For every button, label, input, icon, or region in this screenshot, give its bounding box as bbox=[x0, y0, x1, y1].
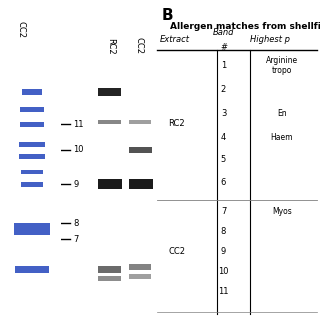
Text: 11: 11 bbox=[73, 120, 84, 129]
Bar bbox=[14, 223, 50, 236]
Text: 7: 7 bbox=[73, 235, 79, 244]
Bar bbox=[129, 179, 153, 189]
Text: CC2: CC2 bbox=[135, 37, 144, 54]
Bar bbox=[20, 107, 44, 112]
Text: 9: 9 bbox=[221, 247, 226, 256]
Text: 5: 5 bbox=[221, 156, 226, 164]
Bar bbox=[21, 170, 43, 173]
Text: B: B bbox=[162, 8, 173, 23]
Text: Highest p: Highest p bbox=[250, 36, 290, 44]
Bar bbox=[98, 88, 121, 96]
Text: 2: 2 bbox=[221, 85, 226, 94]
Text: Allergen matches from shellfis: Allergen matches from shellfis bbox=[170, 22, 320, 31]
Text: 7: 7 bbox=[221, 207, 226, 216]
Text: Band: Band bbox=[213, 28, 234, 37]
Text: Arginine
tropo: Arginine tropo bbox=[266, 56, 298, 75]
Bar bbox=[98, 266, 121, 273]
Text: RC2: RC2 bbox=[169, 119, 185, 129]
Bar bbox=[129, 274, 151, 279]
Bar bbox=[20, 122, 44, 127]
Text: 3: 3 bbox=[221, 109, 226, 118]
Text: 1: 1 bbox=[221, 61, 226, 70]
Bar bbox=[19, 141, 45, 147]
Bar bbox=[129, 120, 151, 124]
Text: RC2: RC2 bbox=[106, 38, 115, 54]
Text: En: En bbox=[277, 109, 286, 118]
Bar bbox=[98, 120, 121, 124]
Bar bbox=[129, 147, 152, 153]
Bar bbox=[129, 264, 151, 270]
Bar bbox=[21, 182, 43, 187]
Text: 8: 8 bbox=[73, 219, 79, 228]
Text: Myos: Myos bbox=[272, 207, 292, 216]
Text: Haem: Haem bbox=[270, 133, 293, 142]
Text: CC2: CC2 bbox=[168, 247, 185, 256]
Bar bbox=[98, 276, 121, 281]
Bar bbox=[22, 89, 42, 95]
Text: 9: 9 bbox=[73, 180, 78, 189]
Text: Extract: Extract bbox=[160, 36, 190, 44]
Text: #: # bbox=[220, 43, 227, 52]
Text: 10: 10 bbox=[73, 145, 84, 154]
Text: 10: 10 bbox=[218, 267, 229, 276]
Text: 4: 4 bbox=[221, 133, 226, 142]
Bar bbox=[19, 154, 45, 159]
Text: 8: 8 bbox=[221, 227, 226, 236]
Text: 6: 6 bbox=[221, 178, 226, 187]
Text: CC2: CC2 bbox=[16, 21, 25, 38]
Text: 11: 11 bbox=[218, 287, 229, 296]
Bar bbox=[98, 179, 122, 189]
Bar bbox=[15, 266, 49, 273]
